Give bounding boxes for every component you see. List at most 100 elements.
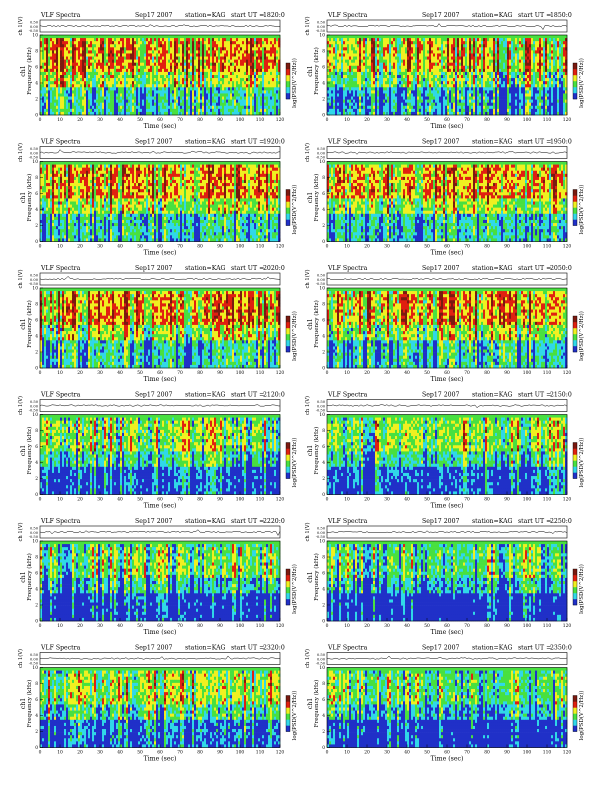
spectrogram-cell bbox=[44, 90, 47, 94]
spectrogram-cell bbox=[559, 50, 562, 54]
spectrogram-cell bbox=[148, 68, 151, 73]
spectrogram-cell bbox=[182, 81, 185, 85]
spectrogram-cell bbox=[124, 50, 127, 54]
spectrogram-cell bbox=[218, 41, 221, 45]
spectrogram-cell bbox=[128, 81, 131, 85]
spectrogram-cell bbox=[210, 68, 213, 73]
spectrogram-cell bbox=[188, 50, 191, 54]
spectrogram-cell bbox=[417, 62, 420, 67]
spectrogram-cell bbox=[238, 35, 241, 39]
spectrogram-cell bbox=[130, 41, 133, 45]
spectrogram-cell bbox=[371, 41, 374, 45]
spectrogram-cell bbox=[230, 90, 233, 94]
spectrogram-cell bbox=[118, 59, 121, 63]
spectrogram-cell bbox=[541, 35, 544, 39]
spectrogram-cell bbox=[220, 78, 223, 82]
spectrogram-cell bbox=[274, 111, 277, 116]
spectrogram-cell bbox=[212, 68, 215, 73]
spectrogram-cell bbox=[343, 50, 346, 54]
spectrogram-cell bbox=[84, 53, 87, 57]
spectrogram-cell bbox=[210, 50, 213, 54]
spectrogram-cell bbox=[226, 41, 229, 45]
spectrogram-cell bbox=[138, 59, 141, 63]
spectrogram-cell bbox=[262, 111, 265, 116]
spectrogram-cell bbox=[443, 56, 446, 60]
spectrogram-cell bbox=[114, 56, 117, 60]
spectrogram-cell bbox=[208, 99, 211, 103]
spectrogram-cell bbox=[483, 68, 486, 73]
spectrogram-cell bbox=[543, 47, 546, 51]
spectrogram-cell bbox=[138, 105, 141, 110]
spectrogram-cell bbox=[501, 75, 504, 79]
spectrogram-cell bbox=[557, 75, 560, 79]
spectrogram-cell bbox=[335, 41, 338, 45]
spectrogram-cell bbox=[409, 44, 412, 48]
spectrogram-cell bbox=[523, 68, 526, 73]
spectrogram-cell bbox=[557, 68, 560, 73]
spectrogram-cell bbox=[220, 93, 223, 97]
spectrogram-cell bbox=[90, 62, 93, 67]
spectrogram-cell bbox=[176, 105, 179, 110]
spectrogram-cell bbox=[242, 93, 245, 97]
spectrogram-cell bbox=[543, 35, 546, 39]
spectrogram-cell bbox=[194, 99, 197, 103]
spectrogram-cell bbox=[559, 47, 562, 51]
spectrogram-cell bbox=[443, 38, 446, 42]
spectrogram-cell bbox=[383, 47, 386, 51]
spectrogram-cell bbox=[166, 84, 169, 88]
spectrogram-cell bbox=[94, 96, 97, 100]
spectrogram-cell bbox=[178, 35, 181, 39]
spectrogram-cell bbox=[62, 68, 65, 73]
spectrogram-cell bbox=[457, 44, 460, 48]
spectrogram-cell bbox=[76, 53, 79, 57]
spectrogram-cell bbox=[505, 68, 508, 73]
spectrogram-cell bbox=[517, 71, 520, 76]
spectrogram-cell bbox=[214, 108, 217, 113]
spectrogram-cell bbox=[192, 62, 195, 67]
spectrogram-cell bbox=[493, 62, 496, 67]
spectrogram-cell bbox=[86, 96, 89, 100]
spectrogram-cell bbox=[64, 93, 67, 97]
spectrogram-cell bbox=[337, 44, 340, 48]
spectrogram-cell bbox=[52, 47, 55, 51]
spectrogram-cell bbox=[477, 41, 480, 45]
spectrogram-cell bbox=[208, 87, 211, 91]
spectrogram-cell bbox=[68, 111, 71, 116]
spectrogram-cell bbox=[327, 71, 330, 76]
spectrogram-cell bbox=[100, 108, 103, 113]
spectrogram-cell bbox=[463, 53, 466, 57]
spectrogram-cell bbox=[373, 50, 376, 54]
spectrogram-cell bbox=[102, 96, 105, 100]
spectrogram-cell bbox=[435, 71, 438, 76]
spectrogram-cell bbox=[457, 62, 460, 67]
spectrogram-cell bbox=[278, 108, 281, 113]
spectrogram-cell bbox=[397, 78, 400, 82]
spectrogram-cell bbox=[347, 50, 350, 54]
spectrogram-cell bbox=[98, 90, 101, 94]
spectrogram-cell bbox=[156, 108, 159, 113]
spectrogram-cell bbox=[182, 44, 185, 48]
spectrogram-cell bbox=[363, 47, 366, 51]
spectrogram-cell bbox=[355, 62, 358, 67]
spectrogram-cell bbox=[66, 84, 69, 88]
spectrogram-cell bbox=[230, 87, 233, 91]
spectrogram-cell bbox=[82, 59, 85, 63]
spectrogram-cell bbox=[174, 71, 177, 76]
spectrogram-cell bbox=[176, 47, 179, 51]
spectrogram-cell bbox=[92, 87, 95, 91]
spectrogram-cell bbox=[84, 93, 87, 97]
spectrogram-cell bbox=[278, 93, 281, 97]
spectrogram-cell bbox=[190, 75, 193, 79]
spectrogram-cell bbox=[112, 84, 115, 88]
spectrogram-cell bbox=[511, 56, 514, 60]
spectrogram-cell bbox=[122, 47, 125, 51]
spectrogram-cell bbox=[331, 68, 334, 73]
spectrogram-cell bbox=[393, 75, 396, 79]
spectrogram-cell bbox=[377, 65, 380, 70]
spectrogram-cell bbox=[553, 75, 556, 79]
spectrogram-cell bbox=[204, 50, 207, 54]
spectrogram-cell bbox=[519, 35, 522, 39]
spectrogram-cell bbox=[471, 65, 474, 70]
spectrogram-cell bbox=[84, 56, 87, 60]
spectrogram-cell bbox=[274, 99, 277, 103]
